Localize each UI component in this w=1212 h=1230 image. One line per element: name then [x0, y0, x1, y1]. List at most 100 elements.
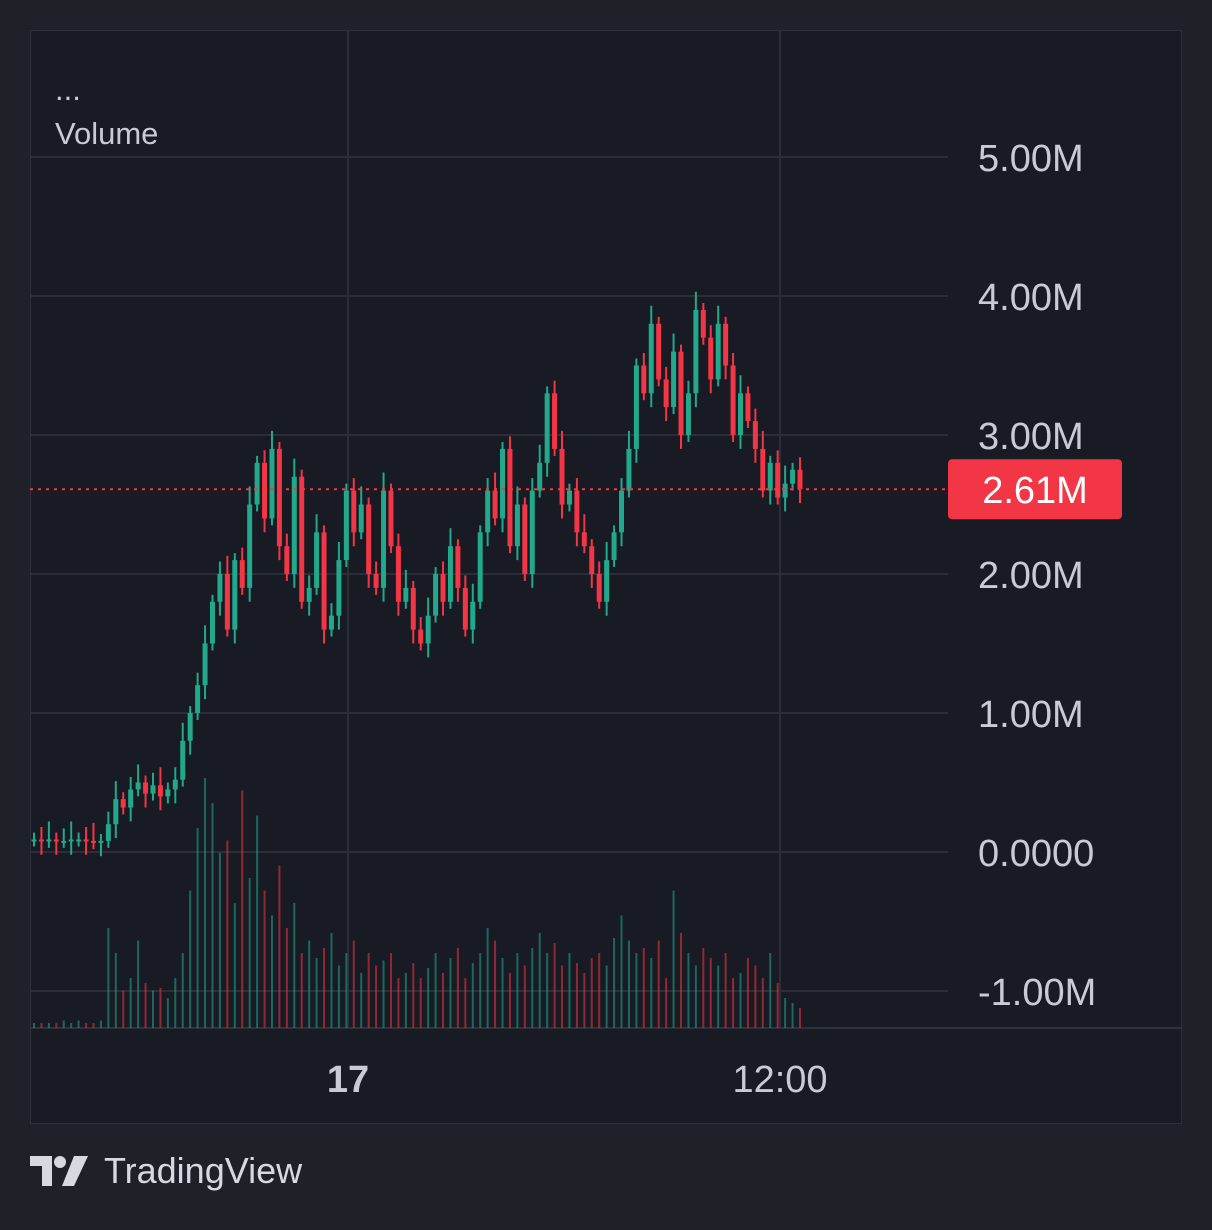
candle-body [209, 601, 215, 644]
candle-body [418, 629, 424, 644]
volume-bar [672, 890, 675, 1028]
candle-body [120, 799, 126, 808]
volume-bar [553, 943, 556, 1028]
volume-bar [508, 973, 511, 1028]
volume-bar [702, 948, 705, 1028]
candle-body [767, 462, 773, 491]
volume-bar [598, 953, 601, 1028]
volume-bar [360, 973, 363, 1028]
volume-bar [233, 903, 236, 1028]
candle-body [269, 448, 275, 519]
x-tick-label: 17 [327, 1059, 369, 1101]
volume-bar [129, 978, 132, 1028]
candle-body [507, 448, 513, 547]
volume-bar [709, 958, 712, 1028]
candle-body [470, 601, 476, 630]
volume-bar [293, 903, 296, 1028]
candle-body [53, 839, 59, 842]
candle-body [150, 785, 156, 794]
candle-body [477, 532, 483, 602]
candle-body [648, 323, 654, 394]
candle-body [730, 365, 736, 435]
candle-body [522, 504, 528, 574]
volume-histogram [33, 778, 801, 1028]
volume-bar [99, 1020, 102, 1028]
volume-bar [323, 948, 326, 1028]
volume-bar [248, 878, 251, 1028]
volume-bar [620, 915, 623, 1028]
candle-body [425, 615, 431, 644]
volume-bar [389, 953, 392, 1028]
candle-body [113, 799, 119, 825]
volume-bar [732, 978, 735, 1028]
volume-bar [367, 953, 370, 1028]
volume-bar [382, 960, 385, 1028]
volume-bar [375, 965, 378, 1028]
candle-body [514, 504, 520, 547]
candle-body [31, 839, 37, 842]
volume-bar [531, 948, 534, 1028]
volume-bar [739, 973, 742, 1028]
candle-body [291, 476, 297, 574]
volume-bar [114, 953, 117, 1028]
candle-body [611, 532, 617, 561]
candle-body [90, 840, 96, 843]
y-tick-label: -1.00M [978, 972, 1096, 1014]
volume-bar [412, 963, 415, 1028]
x-axis-labels: 17 12:00 [327, 1059, 828, 1101]
y-tick-label: 2.00M [978, 555, 1084, 597]
volume-bar [799, 1008, 801, 1028]
volume-bar [546, 953, 549, 1028]
candle-body [76, 839, 82, 842]
volume-bar [196, 828, 199, 1028]
volume-bar [330, 933, 333, 1028]
volume-bar [724, 953, 727, 1028]
volume-bar [211, 803, 214, 1028]
candle-body [492, 490, 498, 519]
volume-bar [189, 890, 192, 1028]
candle-body [366, 504, 372, 574]
candle-body [373, 574, 379, 588]
legend-more-menu[interactable]: ... [55, 72, 81, 107]
candle-body [68, 839, 74, 842]
volume-bar [642, 948, 645, 1028]
volume-bar [538, 933, 541, 1028]
volume-bar [40, 1023, 43, 1028]
volume-bar [92, 1023, 95, 1028]
volume-bar [70, 1023, 73, 1028]
volume-bar [419, 978, 422, 1028]
tradingview-brand[interactable]: TradingView [30, 1150, 302, 1192]
candle-body [700, 309, 706, 338]
candle-body [455, 546, 461, 588]
candle-body [403, 587, 409, 602]
volume-bar [352, 940, 355, 1028]
volume-bar [404, 973, 407, 1028]
candle-body [440, 574, 446, 602]
volume-bar [516, 953, 519, 1028]
volume-bar [85, 1023, 88, 1028]
candle-body [447, 546, 453, 602]
volume-bar [137, 940, 140, 1028]
volume-bar [427, 968, 430, 1028]
volume-bar [568, 953, 571, 1028]
candle-body [656, 323, 662, 380]
candle-body [46, 839, 52, 842]
volume-bar [479, 953, 482, 1028]
volume-bar [62, 1020, 65, 1028]
volume-bar [687, 953, 690, 1028]
y-axis-labels: 5.00M 4.00M 3.00M 2.00M 1.00M 0.0000 -1.00M [978, 138, 1096, 1014]
candle-body [299, 476, 305, 602]
candle-body [224, 574, 230, 630]
volume-bar [33, 1023, 35, 1028]
candle-body [581, 532, 587, 547]
volume-bar [635, 953, 638, 1028]
candle-body [790, 469, 796, 484]
volume-bar [397, 978, 400, 1028]
volume-bar [694, 965, 697, 1028]
candle-body [247, 504, 253, 588]
volume-bar [523, 965, 526, 1028]
candle-body [410, 587, 416, 630]
volume-bar [769, 953, 772, 1028]
candle-body [797, 469, 803, 490]
